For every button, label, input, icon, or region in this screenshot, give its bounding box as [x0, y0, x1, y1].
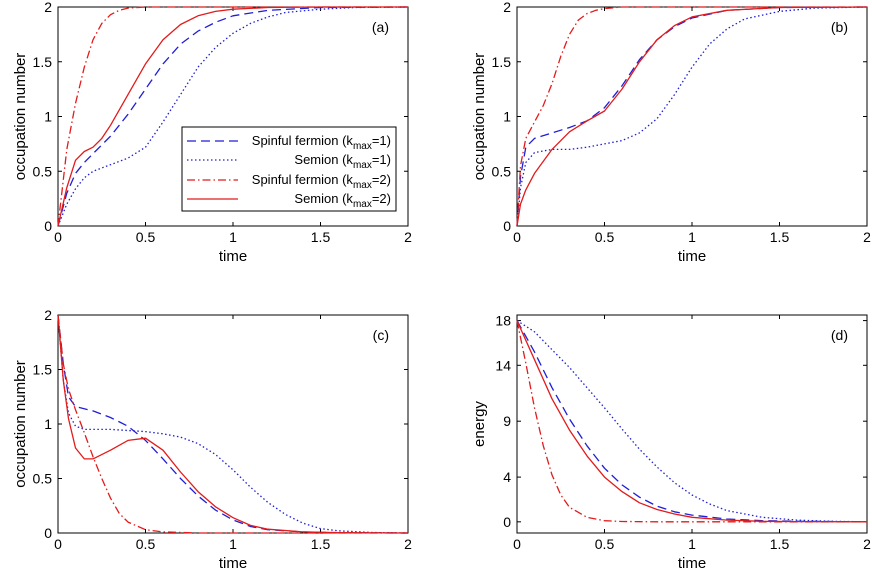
series-line-semion-k2 [57, 6, 408, 227]
legend: Spinful fermion (kmax=1) Semion (kmax=1)… [181, 126, 397, 212]
x-tick-label: 1 [229, 536, 237, 552]
series-line-spinful-k2 [516, 6, 867, 227]
panel-d: 0 0.5 1 1.5 2 0 4 9 14 18 time energy (d) [471, 313, 871, 572]
x-tick-label: 1 [229, 229, 237, 245]
x-tick-label: 1.5 [770, 536, 790, 552]
panel-label: (c) [373, 327, 389, 343]
y-tick-label: 1 [503, 109, 511, 125]
x-tick-label: 2 [863, 229, 871, 245]
panel-label: (a) [372, 19, 389, 35]
x-tick-label: 2 [404, 229, 412, 245]
y-tick-label: 0 [503, 514, 511, 530]
x-tick-label: 0.5 [136, 229, 156, 245]
series-line-spinful-k2 [57, 6, 408, 227]
x-axis-label: time [219, 248, 247, 265]
panel-b: 0 0.5 1 1.5 2 0 0.5 1 1.5 2 time occupation number (… [471, 0, 871, 265]
x-tick-label: 1.5 [311, 536, 331, 552]
x-axis-label: time [219, 555, 247, 572]
legend-entry-1: Semion (kmax=1) [294, 152, 391, 171]
y-tick-label: 0.5 [33, 471, 53, 487]
y-tick-label: 14 [495, 357, 511, 373]
x-tick-label: 0 [54, 229, 62, 245]
plot-area [516, 314, 868, 534]
panel-label: (d) [831, 327, 848, 343]
y-tick-label: 0 [44, 218, 52, 234]
y-axis-label: occupation number [471, 53, 488, 181]
legend-entry-0: Spinful fermion (kmax=1) [252, 133, 391, 152]
series-line-semion-k2 [516, 320, 868, 523]
y-tick-label: 0.5 [33, 163, 53, 179]
y-tick-label: 0 [503, 218, 511, 234]
x-tick-label: 0 [513, 536, 521, 552]
series-line-semion-k1 [516, 6, 868, 227]
panel-label: (b) [831, 19, 848, 35]
x-tick-label: 2 [404, 536, 412, 552]
x-tick-label: 0.5 [595, 229, 615, 245]
y-tick-label: 2 [44, 0, 52, 15]
y-tick-label: 18 [495, 313, 511, 329]
x-axis-label: time [678, 555, 706, 572]
series-line-spinful-k1 [516, 320, 868, 523]
y-tick-label: 1 [44, 416, 52, 432]
y-tick-label: 4 [503, 469, 511, 485]
series-line-semion-k1 [57, 314, 409, 534]
y-tick-label: 2 [503, 0, 511, 15]
series-line-spinful-k2 [57, 314, 408, 534]
x-tick-label: 0 [54, 536, 62, 552]
panel-c: 0 0.5 1 1.5 2 0 0.5 1 1.5 2 time occupation number (… [12, 307, 412, 572]
series-line-spinful-k1 [57, 314, 409, 534]
y-tick-label: 2 [44, 307, 52, 323]
y-tick-label: 1.5 [33, 362, 53, 378]
y-tick-label: 1.5 [33, 54, 53, 70]
x-tick-label: 1.5 [770, 229, 790, 245]
x-axis-label: time [678, 248, 706, 265]
y-tick-label: 9 [503, 413, 511, 429]
series-line-semion-k2 [57, 314, 409, 534]
y-tick-label: 0.5 [492, 163, 512, 179]
x-tick-label: 1.5 [311, 229, 331, 245]
x-tick-label: 1 [688, 536, 696, 552]
y-tick-label: 0 [44, 525, 52, 541]
plot-area [57, 314, 409, 534]
legend-entry-3: Semion (kmax=2) [294, 191, 391, 210]
series-line-semion-k2 [516, 6, 868, 227]
x-tick-label: 2 [863, 536, 871, 552]
legend-entry-2: Spinful fermion (kmax=2) [252, 172, 391, 191]
y-axis-label: energy [471, 401, 488, 447]
x-tick-label: 0.5 [136, 536, 156, 552]
y-axis-label: occupation number [12, 360, 29, 488]
x-tick-label: 1 [688, 229, 696, 245]
x-tick-label: 0.5 [595, 536, 615, 552]
y-axis-label: occupation number [12, 53, 29, 181]
x-tick-label: 0 [513, 229, 521, 245]
plot-area [516, 6, 868, 227]
series-line-spinful-k2 [516, 320, 867, 523]
y-tick-label: 1 [44, 109, 52, 125]
y-tick-label: 1.5 [492, 54, 512, 70]
series-line-spinful-k1 [57, 6, 409, 227]
